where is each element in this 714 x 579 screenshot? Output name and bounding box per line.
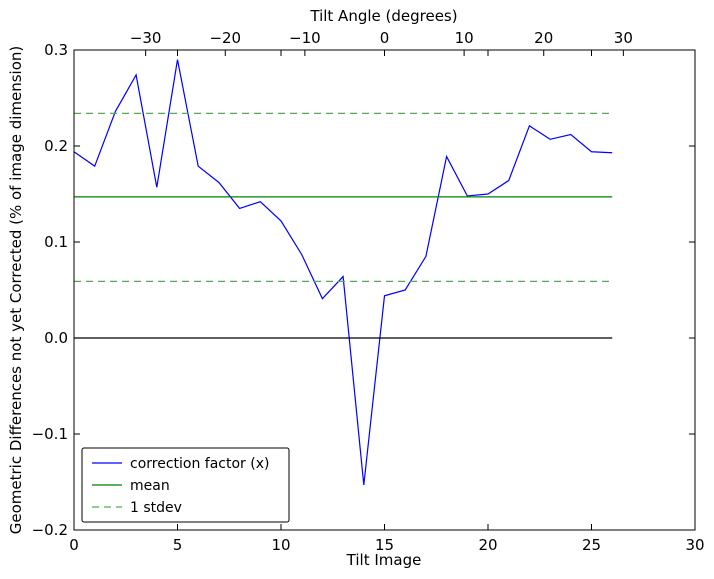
x-axis-title: Tilt Image: [346, 551, 422, 569]
tick-labels: 0 5 10 15 20 25 30 −0.2 −0.1 0.0 0.1 0.2 0.3 −30 −20 −1…: [32, 29, 705, 554]
legend-label: 1 stdev: [130, 500, 182, 516]
x-tick-label: 5: [173, 536, 183, 554]
y-tick-label: 0.1: [44, 233, 68, 251]
y-tick-label: 0.3: [44, 41, 68, 59]
x-tick-label: 30: [685, 536, 704, 554]
series-line-0: [73, 59, 613, 485]
plot-lines: [73, 59, 613, 485]
legend-label: correction factor (x): [130, 456, 269, 472]
x-tick-label: 0: [69, 536, 79, 554]
top-x-tick-label: −30: [130, 29, 162, 47]
top-x-tick-label: 10: [455, 29, 474, 47]
legend-label: mean: [130, 478, 170, 494]
top-x-tick-label: 20: [534, 29, 553, 47]
y-tick-label: 0.0: [44, 329, 68, 347]
top-x-axis-title: Tilt Angle (degrees): [309, 7, 457, 25]
top-x-tick-label: 0: [380, 29, 390, 47]
legend: correction factor (x) mean 1 stdev: [81, 447, 290, 523]
x-tick-label: 10: [271, 536, 290, 554]
top-x-tick-label: 30: [614, 29, 633, 47]
top-x-tick-label: −20: [209, 29, 241, 47]
x-tick-label: 25: [582, 536, 601, 554]
x-tick-label: 20: [478, 536, 497, 554]
legend-box: [81, 447, 290, 523]
x-tick-label: 15: [375, 536, 394, 554]
ticks: [73, 49, 696, 531]
y-tick-label: −0.1: [32, 425, 68, 443]
top-x-tick-label: −10: [289, 29, 321, 47]
y-tick-label: −0.2: [32, 521, 68, 539]
y-axis-title: Geometric Differences not yet Corrected …: [7, 46, 25, 535]
y-tick-label: 0.2: [44, 137, 68, 155]
